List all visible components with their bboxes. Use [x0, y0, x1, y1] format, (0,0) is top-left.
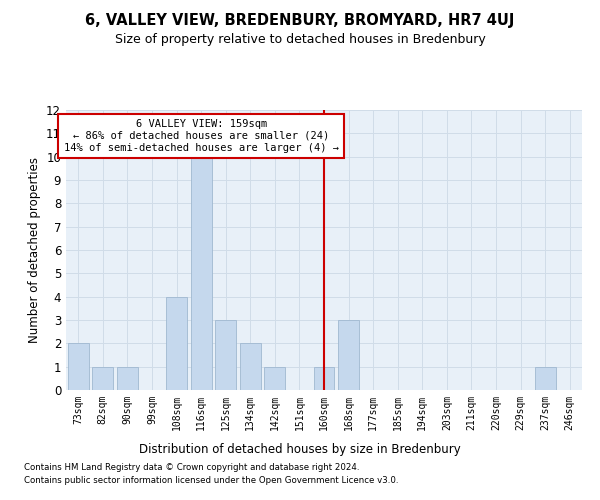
- Bar: [92, 366, 113, 390]
- Bar: [314, 366, 334, 390]
- Bar: [215, 320, 236, 390]
- Y-axis label: Number of detached properties: Number of detached properties: [28, 157, 41, 343]
- Bar: [191, 156, 212, 390]
- Text: Contains public sector information licensed under the Open Government Licence v3: Contains public sector information licen…: [24, 476, 398, 485]
- Bar: [117, 366, 138, 390]
- Bar: [535, 366, 556, 390]
- Text: 6, VALLEY VIEW, BREDENBURY, BROMYARD, HR7 4UJ: 6, VALLEY VIEW, BREDENBURY, BROMYARD, HR…: [85, 12, 515, 28]
- Bar: [338, 320, 359, 390]
- Text: Distribution of detached houses by size in Bredenbury: Distribution of detached houses by size …: [139, 442, 461, 456]
- Bar: [68, 344, 89, 390]
- Bar: [265, 366, 286, 390]
- Text: Contains HM Land Registry data © Crown copyright and database right 2024.: Contains HM Land Registry data © Crown c…: [24, 464, 359, 472]
- Bar: [240, 344, 261, 390]
- Text: 6 VALLEY VIEW: 159sqm
← 86% of detached houses are smaller (24)
14% of semi-deta: 6 VALLEY VIEW: 159sqm ← 86% of detached …: [64, 120, 338, 152]
- Text: Size of property relative to detached houses in Bredenbury: Size of property relative to detached ho…: [115, 32, 485, 46]
- Bar: [166, 296, 187, 390]
